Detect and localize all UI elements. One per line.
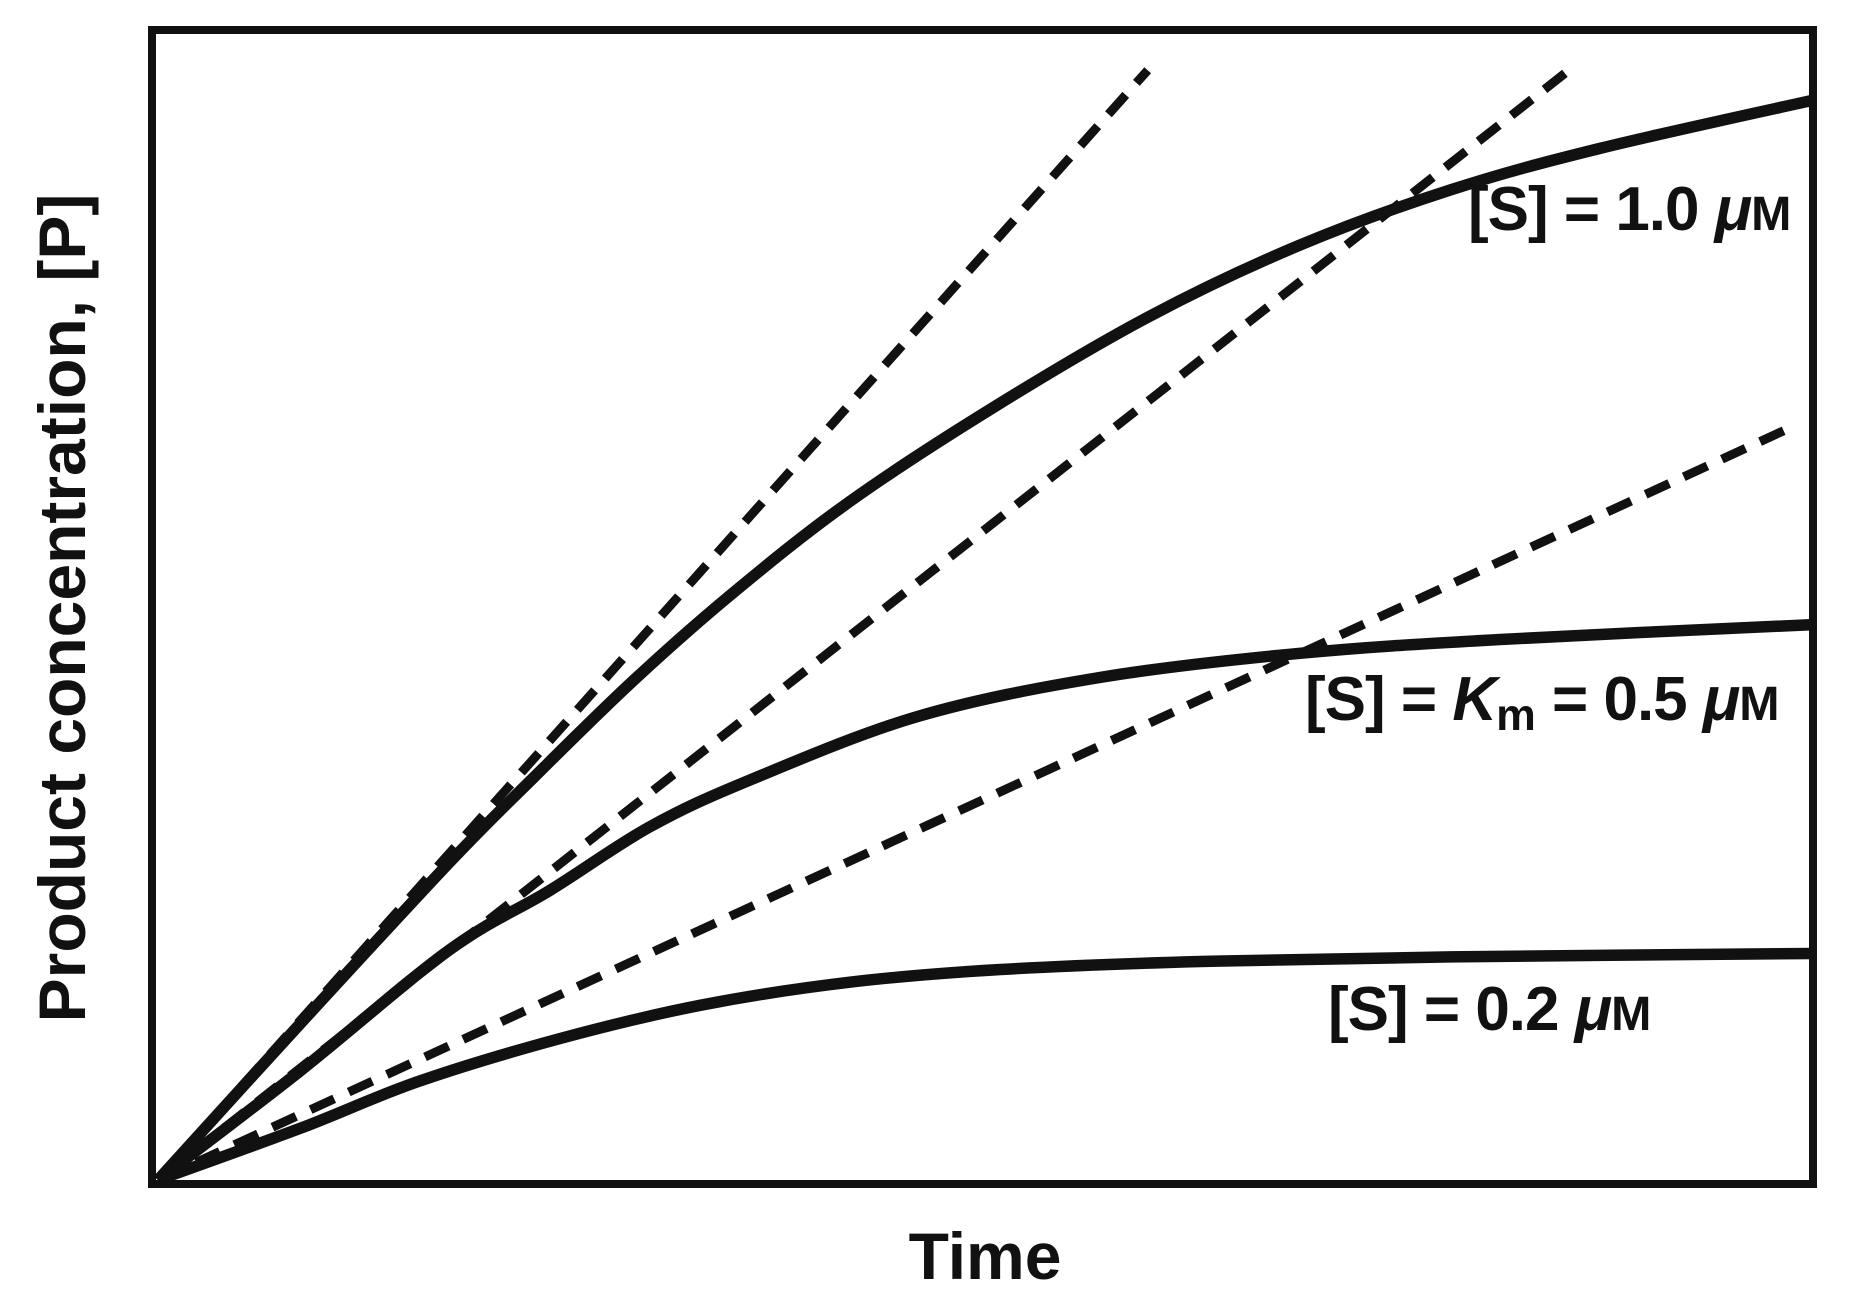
label-value: 0.5 xyxy=(1603,665,1703,734)
tangent-line-initial-velocity tangent for [S] = 0.5 μM xyxy=(155,62,1578,1184)
label-equals-2: = xyxy=(1535,665,1604,734)
curve-label-s-1.0: [S] = 1.0 μM xyxy=(1468,179,1791,241)
tangent-line-initial-velocity tangent for [S] = 0.2 μM xyxy=(156,423,1792,1185)
label-value: 0.2 xyxy=(1475,975,1575,1044)
label-equals: = xyxy=(1384,665,1453,734)
progress-curve-[S] = 1.0 μM progress curve xyxy=(153,94,1815,1184)
km-symbol: K xyxy=(1452,665,1497,734)
label-bracket: [S] xyxy=(1328,975,1409,1044)
curve-label-s-km-0.5: [S] = Km = 0.5 μM xyxy=(1305,669,1780,740)
label-equals: = xyxy=(1547,175,1616,244)
molar-unit: M xyxy=(1739,677,1779,731)
mu-symbol: μ xyxy=(1702,665,1740,734)
molar-unit: M xyxy=(1611,987,1651,1041)
curve-label-s-0.2: [S] = 0.2 μM xyxy=(1328,979,1651,1041)
label-equals: = xyxy=(1407,975,1476,1044)
y-axis-label: Product concentration, [P] xyxy=(25,193,99,1023)
label-value: 1.0 xyxy=(1615,175,1715,244)
label-bracket: [S] xyxy=(1468,175,1549,244)
label-bracket: [S] xyxy=(1305,665,1386,734)
plot-border xyxy=(148,26,1817,1188)
x-axis-label: Time xyxy=(908,1219,1062,1293)
curves-group xyxy=(153,62,1815,1186)
km-subscript: m xyxy=(1496,690,1536,740)
progress-curve-[S] = 0.2 μM progress curve xyxy=(156,947,1814,1186)
tangent-line-initial-velocity tangent for [S] = 1.0 μM xyxy=(154,67,1152,1183)
mu-symbol: μ xyxy=(1714,175,1752,244)
mu-symbol: μ xyxy=(1574,975,1612,1044)
molar-unit: M xyxy=(1751,187,1791,241)
